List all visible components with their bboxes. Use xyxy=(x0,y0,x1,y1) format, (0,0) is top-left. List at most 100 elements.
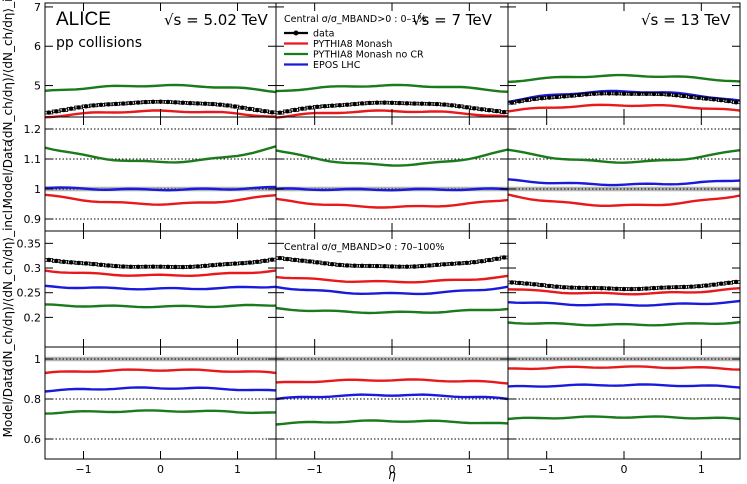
data-point xyxy=(188,100,193,106)
data-point xyxy=(539,282,544,288)
data-point xyxy=(464,260,469,266)
y-tick-label: 7 xyxy=(34,1,41,14)
data-point xyxy=(606,286,612,291)
data-point xyxy=(202,263,208,269)
panel-r3-c2: −1 0 1 xyxy=(507,346,741,476)
y-axis-title-peripheral-model-data: Model/Data xyxy=(1,369,15,438)
x-axis-title: η xyxy=(388,468,396,482)
series-pythia8-monash-no-cr xyxy=(44,409,277,415)
data-point xyxy=(733,100,739,105)
legend-label: data xyxy=(313,29,334,40)
data-point xyxy=(509,280,515,285)
data-point xyxy=(150,264,156,269)
panel-grid: 5 6 7 (dN_ch/dη)/⟨dN_ch/dη⟩_incl. 0.9 1 1.1 1.2… xyxy=(1,0,741,476)
data-point xyxy=(247,106,253,112)
data-point xyxy=(427,101,432,107)
series-pythia8-monash-no-cr xyxy=(507,73,741,84)
data-point xyxy=(419,263,425,269)
data-point xyxy=(629,91,634,96)
data-point xyxy=(651,285,657,291)
data-point xyxy=(689,284,694,289)
legend-item-epos-lhc: EPOS LHC xyxy=(284,60,361,71)
data-point xyxy=(561,94,567,99)
peripheral-label: Central σ/σ_MBAND>0 : 70–100% xyxy=(284,242,444,253)
data-point xyxy=(681,93,687,99)
data-point xyxy=(128,264,133,269)
data-point xyxy=(599,91,604,96)
series-pythia8-monash-no-cr xyxy=(275,148,509,167)
data-point xyxy=(442,262,447,267)
y-tick-label: 0.35 xyxy=(17,237,42,250)
data-point xyxy=(479,259,484,264)
panel-r0-c2 xyxy=(507,2,741,118)
data-point xyxy=(300,106,305,111)
data-point xyxy=(532,96,537,102)
data-point xyxy=(547,283,552,289)
data-point xyxy=(704,96,709,101)
energy-label-1: √s = 7 TeV xyxy=(412,11,493,29)
data-point xyxy=(569,285,574,290)
data-point xyxy=(337,103,342,108)
data-point xyxy=(307,105,312,110)
data-point xyxy=(606,91,612,96)
panel-frame xyxy=(275,346,509,460)
data-point xyxy=(165,264,171,270)
data-point xyxy=(322,104,327,109)
data-point xyxy=(46,257,52,263)
legend-marker xyxy=(293,30,299,36)
y-tick-label: 1 xyxy=(34,353,41,366)
data-point xyxy=(591,285,597,291)
data-point xyxy=(374,263,380,269)
data-point xyxy=(651,91,657,97)
data-point xyxy=(262,109,267,114)
x-tick-label: 0 xyxy=(621,463,628,476)
x-tick-label: −1 xyxy=(75,463,91,476)
data-point xyxy=(150,99,156,104)
panel-r1-c0: 0.9 1 1.1 1.2 xyxy=(24,116,277,232)
data-point xyxy=(569,93,574,98)
series-pythia8-monash xyxy=(44,193,277,206)
energy-label-2: √s = 13 TeV xyxy=(641,11,731,29)
series-pythia8-monash xyxy=(275,274,509,284)
data-point xyxy=(726,280,731,285)
data-point xyxy=(412,264,417,269)
x-tick-label: 0 xyxy=(157,463,164,476)
data-point xyxy=(113,263,119,269)
data-point xyxy=(501,109,507,115)
data-point xyxy=(165,99,171,105)
series-pythia8-monash-no-cr xyxy=(507,321,741,327)
data-point xyxy=(68,106,74,111)
series-pythia8-monash-no-cr xyxy=(507,148,741,164)
x-tick-label: −1 xyxy=(307,463,323,476)
panel-r1-c1 xyxy=(275,116,509,232)
data-point xyxy=(621,286,627,292)
data-point xyxy=(689,94,694,100)
data-point xyxy=(509,100,515,105)
legend-item-pythia8-monash: PYTHIA8 Monash xyxy=(284,39,392,50)
data-point xyxy=(54,258,59,264)
data-point xyxy=(726,98,731,104)
legend-label: EPOS LHC xyxy=(313,60,361,71)
data-point xyxy=(382,100,387,105)
data-point xyxy=(718,281,724,286)
data-point xyxy=(180,264,186,270)
x-tick-label: −1 xyxy=(539,463,555,476)
series-pythia8-monash xyxy=(275,197,509,209)
panel-r2-c0: 0.2 0.25 0.3 0.35 xyxy=(17,230,277,348)
data-point xyxy=(128,100,133,106)
data-point xyxy=(285,256,290,262)
legend-item-data: data xyxy=(284,29,334,40)
data-point xyxy=(113,101,119,107)
data-point xyxy=(486,107,492,113)
series-pythia8-monash-no-cr xyxy=(44,83,277,94)
data-point xyxy=(188,264,193,270)
data-point xyxy=(666,285,672,290)
legend-label: PYTHIA8 Monash xyxy=(313,39,392,50)
data-point xyxy=(307,259,312,264)
data-point xyxy=(584,92,589,97)
data-point xyxy=(599,285,604,291)
data-point xyxy=(225,103,230,108)
y-tick-label: 1 xyxy=(34,183,41,196)
series-pythia8-monash xyxy=(507,193,741,207)
series-pythia8-monash-no-cr xyxy=(507,415,741,421)
